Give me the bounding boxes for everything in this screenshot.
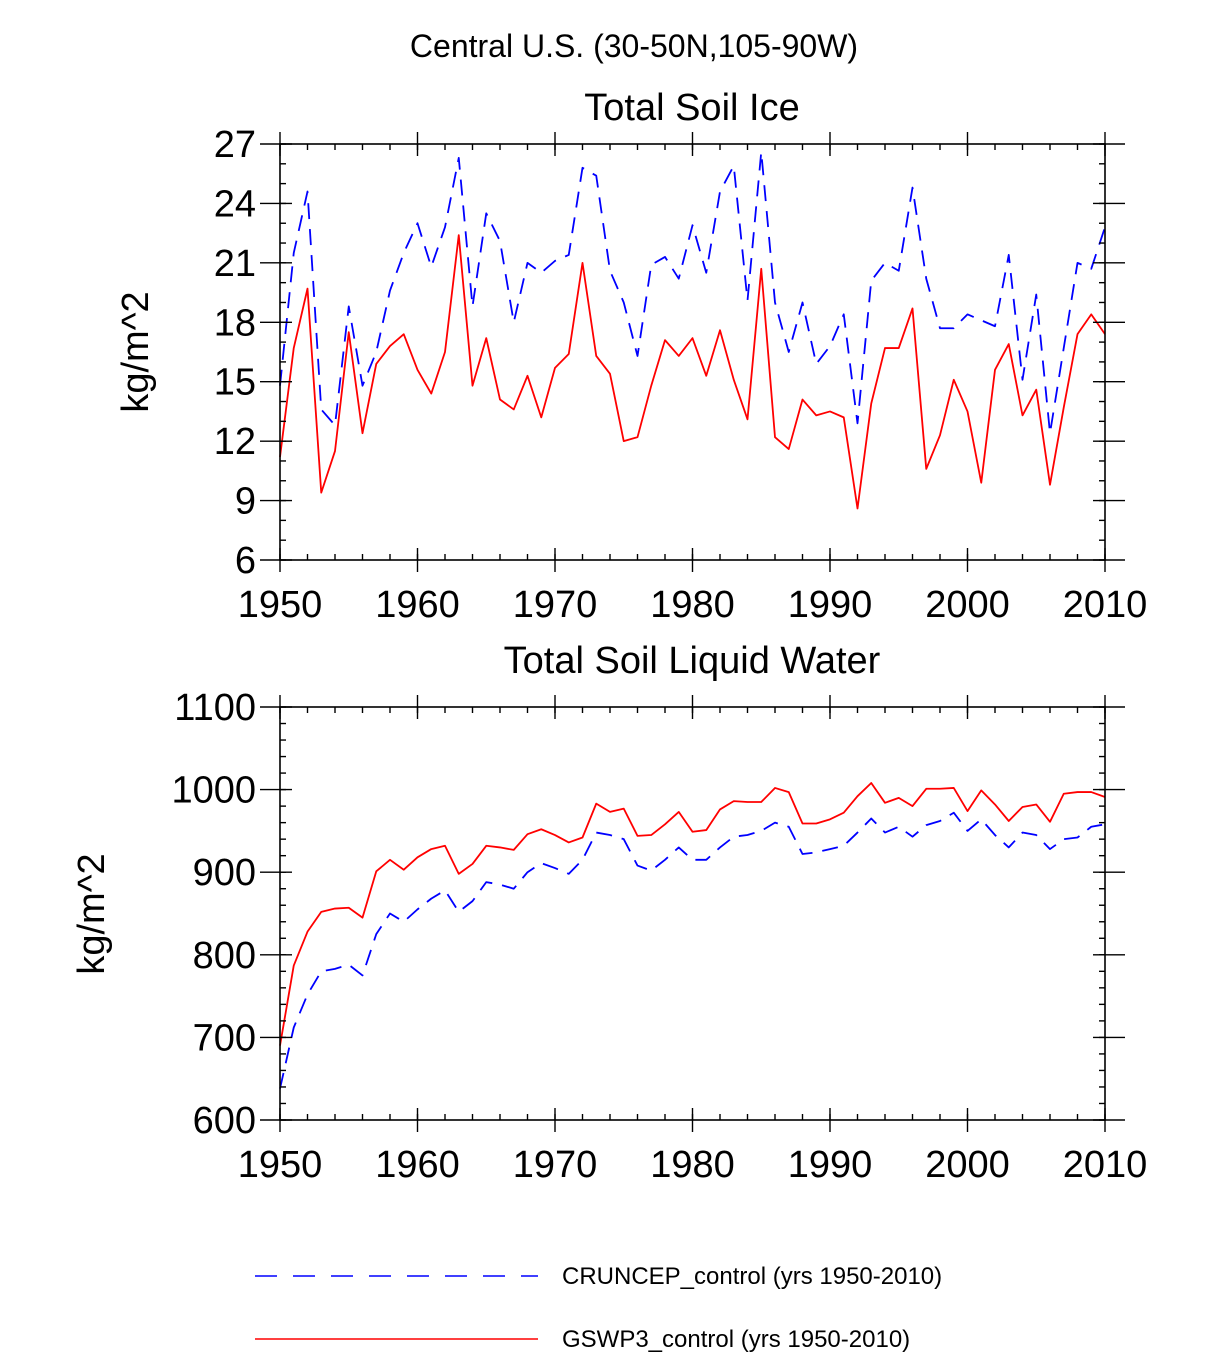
y-tick-label-soil-ice: 18 <box>214 302 256 344</box>
legend-label-cruncep: CRUNCEP_control (yrs 1950-2010) <box>562 1263 942 1290</box>
plot-frame-soil-ice <box>279 143 1106 561</box>
y-tick-label-soil-ice: 24 <box>214 183 256 225</box>
y-axis-label-soil-ice: kg/m^2 <box>115 291 157 412</box>
x-tick-label-soil-liquid-water: 1990 <box>788 1144 873 1186</box>
series-line-gswp3-soil-liquid-water <box>279 782 1106 1046</box>
chart-title-soil-ice: Total Soil Ice <box>584 87 799 129</box>
x-tick-label-soil-ice: 2000 <box>925 584 1010 626</box>
y-tick-label-soil-ice: 12 <box>214 421 256 463</box>
y-tick-label-soil-ice: 6 <box>235 540 256 582</box>
x-tick-label-soil-ice: 1980 <box>650 584 735 626</box>
y-tick-label-soil-liquid-water: 900 <box>193 852 256 894</box>
y-tick-label-soil-liquid-water: 1000 <box>171 770 256 812</box>
x-tick-label-soil-liquid-water: 2010 <box>1063 1144 1148 1186</box>
y-tick-label-soil-ice: 27 <box>214 124 256 166</box>
chart-title-soil-liquid-water: Total Soil Liquid Water <box>504 640 881 682</box>
plot-frame-soil-liquid-water <box>279 706 1106 1121</box>
plot-soil-ice: 1950 1960 1970 1980 1990 2000 2010 6 9 12 15 18 21 24… <box>214 124 1148 626</box>
y-tick-label-soil-ice: 15 <box>214 362 256 404</box>
tick-marks-soil-ice <box>260 132 1125 572</box>
x-tick-label-soil-ice: 1970 <box>513 584 598 626</box>
x-tick-label-soil-ice: 1960 <box>375 584 460 626</box>
x-tick-label-soil-ice: 1950 <box>238 584 323 626</box>
series-line-cruncep-soil-liquid-water <box>279 811 1106 1089</box>
legend: CRUNCEP_control (yrs 1950-2010) GSWP3_co… <box>255 1263 942 1353</box>
y-tick-label-soil-liquid-water: 1100 <box>174 687 256 729</box>
y-tick-label-soil-liquid-water: 600 <box>193 1100 256 1142</box>
chart-soil-liquid-water: Total Soil Liquid Water kg/m^2 1950 1960 1… <box>71 640 1147 1186</box>
x-tick-label-soil-ice: 1990 <box>788 584 873 626</box>
x-tick-label-soil-liquid-water: 1960 <box>375 1144 460 1186</box>
series-line-gswp3-soil-ice <box>279 234 1106 510</box>
x-tick-label-soil-liquid-water: 1950 <box>238 1144 323 1186</box>
legend-label-gswp3: GSWP3_control (yrs 1950-2010) <box>562 1326 910 1353</box>
chart-soil-ice: Total Soil Ice kg/m^2 1950 1960 1970 1980 19… <box>115 87 1147 626</box>
y-tick-label-soil-liquid-water: 800 <box>193 935 256 977</box>
y-tick-label-soil-ice: 21 <box>214 243 256 285</box>
y-tick-label-soil-liquid-water: 700 <box>193 1017 256 1059</box>
x-tick-label-soil-ice: 2010 <box>1063 584 1148 626</box>
tick-marks-soil-liquid-water <box>260 695 1125 1132</box>
x-tick-label-soil-liquid-water: 1980 <box>650 1144 735 1186</box>
x-tick-label-soil-liquid-water: 1970 <box>513 1144 598 1186</box>
y-tick-label-soil-ice: 9 <box>235 481 256 523</box>
figure-title: Central U.S. (30-50N,105-90W) <box>410 28 858 64</box>
plot-soil-liquid-water: 1950 1960 1970 1980 1990 2000 2010 600 700 800 900… <box>171 687 1147 1186</box>
x-tick-label-soil-liquid-water: 2000 <box>925 1144 1010 1186</box>
series-line-cruncep-soil-ice <box>279 151 1106 435</box>
y-axis-label-soil-liquid-water: kg/m^2 <box>71 853 113 974</box>
